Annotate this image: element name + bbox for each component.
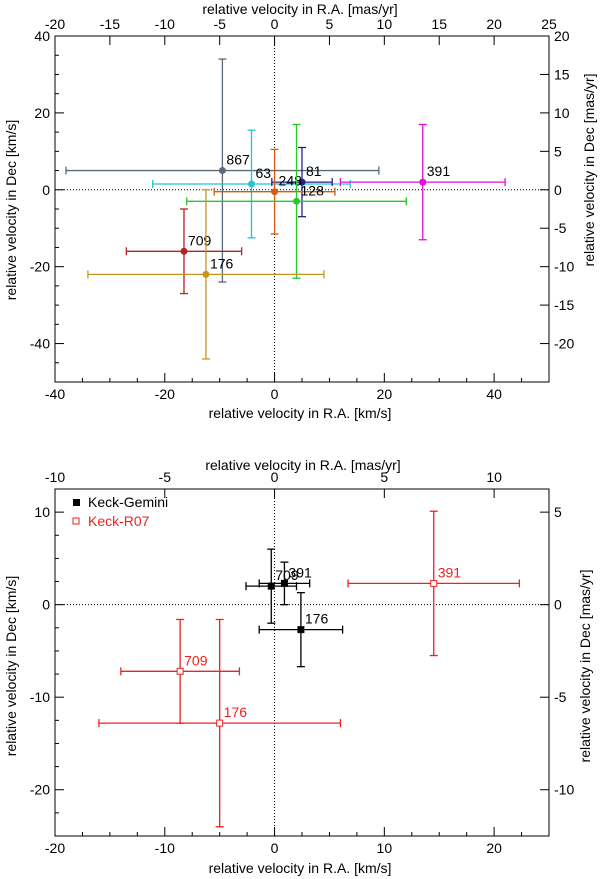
top-y2-tick-label: 5 bbox=[554, 143, 562, 159]
top-x-tick-label: -20 bbox=[155, 386, 175, 402]
top-point-label-128: 128 bbox=[301, 182, 325, 198]
top-x-tick-label: -40 bbox=[45, 386, 65, 402]
bottom-point-label-keck-r07-176: 176 bbox=[224, 704, 248, 720]
bottom-y-title: relative velocity in Dec [km/s] bbox=[3, 576, 19, 757]
top-y-title: relative velocity in Dec [km/s] bbox=[3, 120, 19, 301]
top-point-63 bbox=[248, 180, 256, 188]
legend: Keck-Gemini Keck-R07 bbox=[72, 494, 168, 529]
bottom-x2-tick-label: -5 bbox=[159, 469, 172, 485]
bottom-point-keck-r07-709 bbox=[176, 667, 184, 675]
top-y2-tick-label: -20 bbox=[554, 336, 574, 352]
bottom-x-tick-label: -20 bbox=[45, 840, 65, 856]
bottom-x-tick-label: 20 bbox=[486, 840, 502, 856]
bottom-y2-tick-label: -5 bbox=[554, 689, 567, 705]
top-x2-title: relative velocity in R.A. [mas/yr] bbox=[202, 1, 397, 17]
top-point-176 bbox=[202, 270, 210, 278]
bottom-point-keck-r07-176 bbox=[216, 719, 224, 727]
top-y-tick-label: 40 bbox=[34, 28, 50, 44]
top-y2-tick-label: -5 bbox=[554, 220, 567, 236]
top-point-81 bbox=[298, 178, 306, 186]
bottom-x2-title: relative velocity in R.A. [mas/yr] bbox=[205, 457, 400, 473]
top-point-label-63: 63 bbox=[256, 165, 272, 181]
top-y2-tick-label: -15 bbox=[554, 297, 574, 313]
bottom-y-tick-label: -10 bbox=[30, 689, 50, 705]
top-point-label-81: 81 bbox=[306, 163, 322, 179]
legend-marker-keck-gemini bbox=[73, 499, 80, 506]
top-x-tick-label: 20 bbox=[377, 386, 393, 402]
bottom-plot-frame bbox=[54, 488, 550, 837]
bottom-x-title: relative velocity in R.A. [km/s] bbox=[209, 860, 392, 876]
top-y2-tick-label: 10 bbox=[554, 105, 570, 121]
top-x-tick-label: 0 bbox=[271, 386, 279, 402]
bottom-x2-tick-label: 5 bbox=[380, 469, 388, 485]
top-x2-tick-label: 5 bbox=[326, 16, 334, 32]
bottom-y2-tick-label: 0 bbox=[554, 597, 562, 613]
top-panel: relative velocity in R.A. [mas/yr] relat… bbox=[3, 1, 597, 421]
top-x2-tick-label: 0 bbox=[271, 16, 279, 32]
top-x2-tick-label: -15 bbox=[100, 16, 120, 32]
top-y2-tick-label: -10 bbox=[554, 259, 574, 275]
top-x2-tick-label: 20 bbox=[486, 16, 502, 32]
top-point-label-248: 248 bbox=[279, 173, 303, 189]
top-x2-tick-label: 25 bbox=[541, 16, 557, 32]
top-point-label-391: 391 bbox=[427, 163, 451, 179]
bottom-point-label-keck-gemini-391: 391 bbox=[288, 564, 312, 580]
top-x2-tick-label: -10 bbox=[155, 16, 175, 32]
bottom-y-tick-label: 10 bbox=[34, 504, 50, 520]
top-point-128 bbox=[293, 197, 301, 205]
top-y2-tick-label: 0 bbox=[554, 182, 562, 198]
top-y2-tick-label: 15 bbox=[554, 66, 570, 82]
top-point-label-176: 176 bbox=[210, 255, 234, 271]
bottom-x-tick-label: -10 bbox=[155, 840, 175, 856]
bottom-x2-tick-label: 0 bbox=[271, 469, 279, 485]
bottom-point-label-keck-gemini-176: 176 bbox=[305, 611, 329, 627]
bottom-point-label-keck-gemini-709: 709 bbox=[275, 567, 299, 583]
legend-label-keck-gemini: Keck-Gemini bbox=[88, 494, 168, 510]
top-point-label-709: 709 bbox=[188, 232, 212, 248]
bottom-point-keck-r07-391 bbox=[430, 579, 438, 587]
top-x2-tick-label: -5 bbox=[213, 16, 226, 32]
top-y-tick-label: 20 bbox=[34, 105, 50, 121]
top-point-709 bbox=[180, 247, 188, 255]
bottom-y-tick-label: -20 bbox=[30, 782, 50, 798]
bottom-y2-title: relative velocity in Dec [mas/yr] bbox=[577, 570, 593, 763]
top-x2-tick-label: 15 bbox=[431, 16, 447, 32]
top-x-title: relative velocity in R.A. [km/s] bbox=[209, 405, 392, 421]
top-x2-tick-label: -20 bbox=[45, 16, 65, 32]
top-x2-tick-label: 10 bbox=[377, 16, 393, 32]
bottom-point-label-keck-r07-709: 709 bbox=[184, 652, 208, 668]
top-point-label-867: 867 bbox=[226, 152, 250, 168]
bottom-panel: relative velocity in R.A. [mas/yr] relat… bbox=[3, 457, 593, 876]
bottom-point-keck-gemini-176 bbox=[297, 626, 305, 634]
bottom-x-tick-label: 10 bbox=[377, 840, 393, 856]
bottom-y2-tick-label: 5 bbox=[554, 504, 562, 520]
bottom-x-tick-label: 0 bbox=[271, 840, 279, 856]
bottom-point-label-keck-r07-391: 391 bbox=[438, 564, 462, 580]
top-y2-title: relative velocity in Dec [mas/yr] bbox=[581, 74, 597, 267]
bottom-y2-tick-label: -10 bbox=[554, 782, 574, 798]
top-point-248 bbox=[271, 188, 279, 196]
bottom-point-keck-gemini-391 bbox=[280, 579, 288, 587]
bottom-x2-tick-label: -10 bbox=[45, 469, 65, 485]
top-point-391 bbox=[419, 178, 427, 186]
top-y-tick-label: -40 bbox=[30, 336, 50, 352]
legend-label-keck-r07: Keck-R07 bbox=[88, 513, 150, 529]
top-y-tick-label: 0 bbox=[42, 182, 50, 198]
top-point-867 bbox=[218, 167, 226, 175]
bottom-y-tick-label: 0 bbox=[42, 597, 50, 613]
top-y-tick-label: -20 bbox=[30, 259, 50, 275]
bottom-point-keck-gemini-709 bbox=[267, 582, 275, 590]
top-x-tick-label: 40 bbox=[486, 386, 502, 402]
top-y2-tick-label: 20 bbox=[554, 28, 570, 44]
legend-marker-keck-r07 bbox=[72, 517, 80, 525]
bottom-x2-tick-label: 10 bbox=[486, 469, 502, 485]
